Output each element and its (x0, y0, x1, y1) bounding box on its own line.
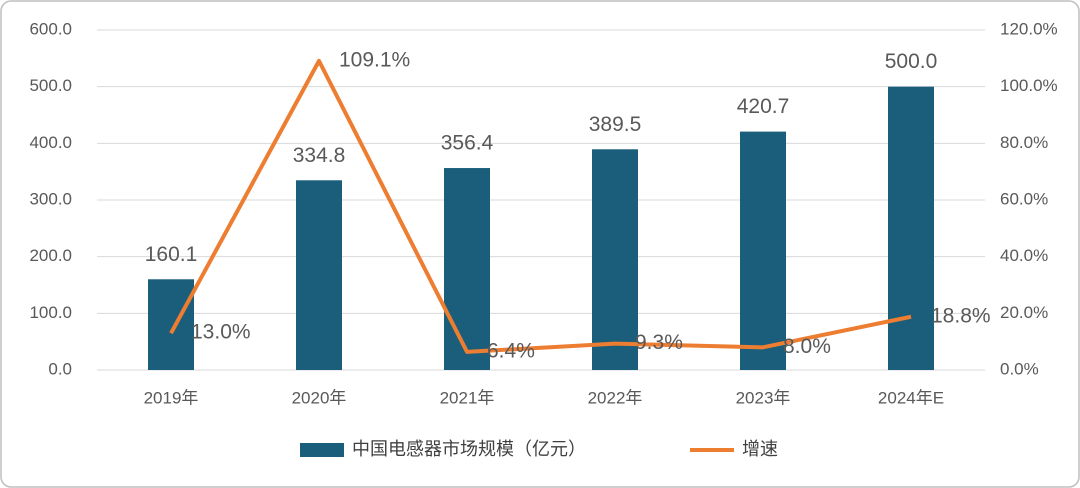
x-tick-label: 2022年 (588, 388, 643, 407)
x-tick-label: 2023年 (736, 388, 791, 407)
x-tick-label: 2019年 (144, 388, 199, 407)
line-value-label: 13.0% (191, 321, 251, 344)
legend-swatch (300, 443, 344, 457)
y2-tick-label: 100.0% (1000, 76, 1058, 95)
line-value-label: 18.8% (931, 304, 991, 327)
y2-tick-label: 80.0% (1000, 133, 1048, 152)
bar (592, 149, 638, 370)
line-value-label: 6.4% (487, 339, 535, 362)
legend-label: 中国电感器市场规模（亿元） (352, 439, 586, 459)
y-tick-label: 200.0 (29, 246, 72, 265)
line-value-label: 8.0% (783, 335, 831, 358)
y-tick-label: 0.0 (48, 359, 72, 378)
y-tick-label: 400.0 (29, 133, 72, 152)
line-value-label: 9.3% (635, 331, 683, 354)
bar (444, 168, 490, 370)
bar (888, 86, 934, 371)
y2-tick-label: 20.0% (1000, 303, 1048, 322)
bar-value-label: 389.5 (589, 113, 642, 136)
bar-value-label: 334.8 (293, 144, 346, 167)
y-tick-label: 500.0 (29, 76, 72, 95)
bar (296, 180, 342, 370)
y-tick-label: 600.0 (29, 19, 72, 38)
y2-tick-label: 0.0% (1000, 359, 1039, 378)
line-value-label: 109.1% (339, 48, 410, 71)
y-tick-label: 100.0 (29, 303, 72, 322)
bar-value-label: 420.7 (737, 95, 790, 118)
line (169, 58, 912, 354)
y2-tick-label: 40.0% (1000, 246, 1048, 265)
y2-tick-label: 60.0% (1000, 189, 1048, 208)
y2-tick-label: 120.0% (1000, 19, 1058, 38)
bar-value-label: 500.0 (885, 50, 938, 73)
bar (148, 279, 194, 370)
bar-value-label: 356.4 (441, 132, 494, 155)
legend-label: 增速 (742, 439, 778, 459)
x-tick-label: 2024年E (878, 388, 944, 407)
bar (740, 131, 786, 370)
bar-value-label: 160.1 (145, 243, 198, 266)
x-tick-label: 2020年 (292, 388, 347, 407)
x-tick-label: 2021年 (440, 388, 495, 407)
y-tick-label: 300.0 (29, 189, 72, 208)
